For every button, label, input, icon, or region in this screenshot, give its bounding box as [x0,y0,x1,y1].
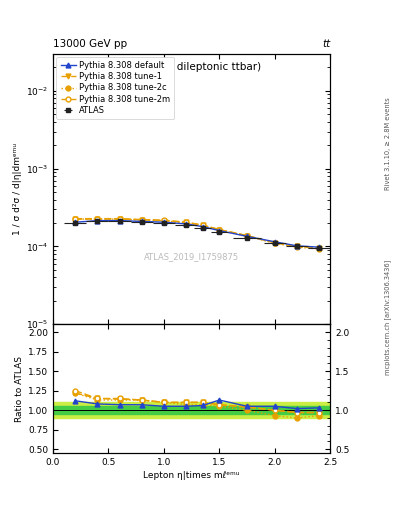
Line: Pythia 8.308 tune-2c: Pythia 8.308 tune-2c [73,217,321,251]
Pythia 8.308 tune-1 [184,219,188,225]
Pythia 8.308 tune-2c [140,217,144,223]
Pythia 8.308 tune-1 [244,232,250,239]
Pythia 8.308 tune-1 [200,222,205,228]
Text: ηℓ (ATLAS dileptonic ttbar): ηℓ (ATLAS dileptonic ttbar) [123,62,261,72]
Pythia 8.308 tune-2m [95,216,100,222]
X-axis label: Lepton η|times mℓᵉᵐᵘ: Lepton η|times mℓᵉᵐᵘ [143,471,240,480]
Pythia 8.308 tune-2m [184,219,188,225]
Pythia 8.308 tune-2c [184,220,188,226]
Text: ATLAS_2019_I1759875: ATLAS_2019_I1759875 [144,252,239,261]
Pythia 8.308 tune-1 [140,217,144,223]
Y-axis label: Ratio to ATLAS: Ratio to ATLAS [15,356,24,422]
Legend: Pythia 8.308 default, Pythia 8.308 tune-1, Pythia 8.308 tune-2c, Pythia 8.308 tu: Pythia 8.308 default, Pythia 8.308 tune-… [56,57,174,119]
Line: Pythia 8.308 tune-2m: Pythia 8.308 tune-2m [73,216,321,251]
Pythia 8.308 tune-1 [317,245,321,251]
Pythia 8.308 tune-2c [317,246,321,252]
Pythia 8.308 default [95,218,100,224]
Pythia 8.308 default [244,233,250,240]
Pythia 8.308 tune-2c [162,218,166,224]
Pythia 8.308 tune-2c [73,216,77,222]
Pythia 8.308 tune-2c [217,227,222,233]
Pythia 8.308 tune-2m [73,216,77,222]
Pythia 8.308 tune-2m [117,216,122,222]
Text: 13000 GeV pp: 13000 GeV pp [53,38,127,49]
Text: Rivet 3.1.10, ≥ 2.8M events: Rivet 3.1.10, ≥ 2.8M events [385,97,391,190]
Pythia 8.308 tune-2c [117,216,122,222]
Bar [53,407,330,414]
Pythia 8.308 tune-1 [272,240,277,246]
Pythia 8.308 tune-2m [217,226,222,232]
Bar [53,402,330,418]
Pythia 8.308 tune-2c [95,216,100,222]
Pythia 8.308 default [184,221,188,227]
Y-axis label: 1 / σ d²σ / d|η|dmᵉᵐᵘ: 1 / σ d²σ / d|η|dmᵉᵐᵘ [13,143,22,235]
Pythia 8.308 default [317,244,321,250]
Pythia 8.308 tune-2m [140,217,144,223]
Pythia 8.308 tune-2c [244,233,250,240]
Text: mcplots.cern.ch [arXiv:1306.3436]: mcplots.cern.ch [arXiv:1306.3436] [384,260,391,375]
Pythia 8.308 tune-2c [272,240,277,246]
Pythia 8.308 default [200,224,205,230]
Pythia 8.308 tune-1 [217,226,222,232]
Pythia 8.308 tune-2c [200,223,205,229]
Pythia 8.308 tune-1 [95,216,100,222]
Pythia 8.308 tune-1 [117,216,122,222]
Pythia 8.308 tune-2m [200,222,205,228]
Pythia 8.308 default [73,219,77,225]
Pythia 8.308 tune-2c [294,244,299,250]
Pythia 8.308 default [140,218,144,224]
Pythia 8.308 tune-2m [294,243,299,249]
Line: Pythia 8.308 default: Pythia 8.308 default [73,218,321,250]
Pythia 8.308 default [272,239,277,245]
Pythia 8.308 tune-2m [317,245,321,251]
Pythia 8.308 default [117,218,122,224]
Pythia 8.308 tune-2m [162,217,166,223]
Pythia 8.308 default [162,219,166,225]
Pythia 8.308 tune-1 [162,218,166,224]
Pythia 8.308 tune-2m [272,240,277,246]
Pythia 8.308 tune-1 [73,216,77,222]
Text: tt: tt [322,38,330,49]
Pythia 8.308 default [294,243,299,249]
Pythia 8.308 tune-2m [244,232,250,239]
Line: Pythia 8.308 tune-1: Pythia 8.308 tune-1 [73,217,321,251]
Pythia 8.308 default [217,227,222,233]
Pythia 8.308 tune-1 [294,243,299,249]
